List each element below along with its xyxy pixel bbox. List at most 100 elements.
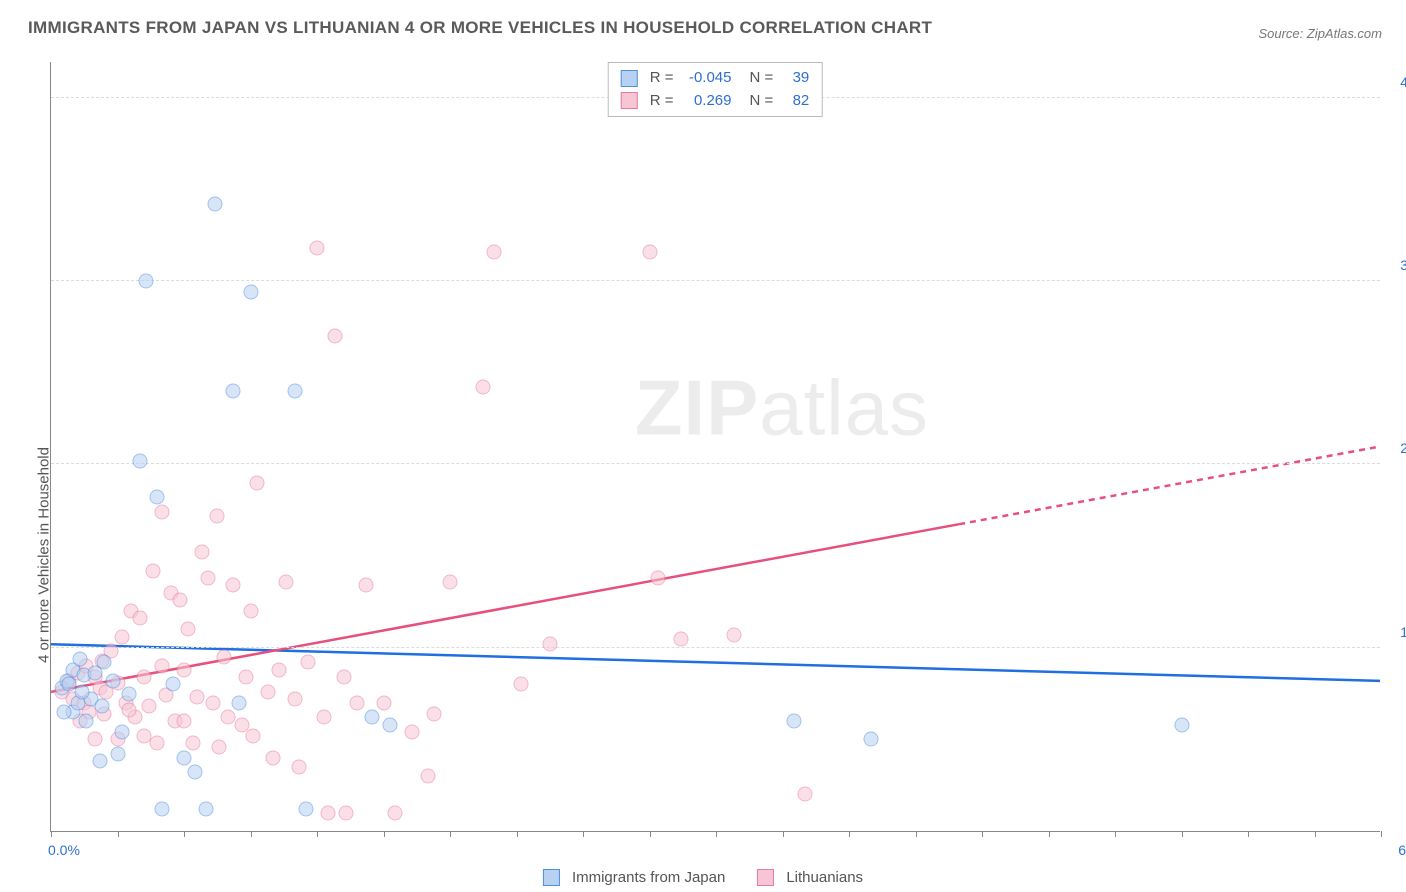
scatter-point bbox=[287, 692, 302, 707]
scatter-point bbox=[349, 695, 364, 710]
japan-N-value: 39 bbox=[781, 67, 809, 90]
scatter-point bbox=[212, 739, 227, 754]
chart-title: IMMIGRANTS FROM JAPAN VS LITHUANIAN 4 OR… bbox=[28, 18, 932, 38]
scatter-point bbox=[106, 673, 121, 688]
japan-R-value: -0.045 bbox=[682, 67, 732, 90]
scatter-point bbox=[513, 677, 528, 692]
scatter-point bbox=[177, 662, 192, 677]
scatter-point bbox=[673, 631, 688, 646]
plot-canvas: ZIPatlas 10.0%20.0%30.0%40.0% bbox=[50, 62, 1380, 832]
scatter-point bbox=[365, 710, 380, 725]
scatter-point bbox=[154, 802, 169, 817]
watermark: ZIPatlas bbox=[635, 363, 929, 454]
legend-lith: Lithuanians bbox=[757, 869, 863, 886]
scatter-point bbox=[57, 704, 72, 719]
scatter-point bbox=[651, 571, 666, 586]
scatter-point bbox=[298, 802, 313, 817]
y-tick-label: 40.0% bbox=[1386, 74, 1406, 90]
lith-N-value: 82 bbox=[781, 90, 809, 113]
legend-bottom: Immigrants from Japan Lithuanians bbox=[543, 869, 863, 886]
scatter-point bbox=[188, 765, 203, 780]
scatter-point bbox=[272, 662, 287, 677]
legend-japan: Immigrants from Japan bbox=[543, 869, 725, 886]
lith-R-value: 0.269 bbox=[682, 90, 732, 113]
scatter-point bbox=[110, 747, 125, 762]
chart-source: Source: ZipAtlas.com bbox=[1258, 26, 1382, 41]
scatter-point bbox=[243, 285, 258, 300]
scatter-point bbox=[141, 699, 156, 714]
scatter-point bbox=[145, 563, 160, 578]
scatter-point bbox=[139, 274, 154, 289]
scatter-point bbox=[383, 717, 398, 732]
scatter-point bbox=[243, 604, 258, 619]
scatter-point bbox=[185, 736, 200, 751]
plot-area: ZIPatlas 10.0%20.0%30.0%40.0% R = -0.045… bbox=[50, 62, 1380, 832]
scatter-point bbox=[265, 750, 280, 765]
trend-lines bbox=[51, 62, 1380, 831]
stats-legend-box: R = -0.045 N = 39 R = 0.269 N = 82 bbox=[608, 62, 823, 117]
scatter-point bbox=[137, 728, 152, 743]
scatter-point bbox=[97, 655, 112, 670]
scatter-point bbox=[797, 787, 812, 802]
scatter-point bbox=[234, 717, 249, 732]
scatter-point bbox=[177, 714, 192, 729]
x-label-right: 60.0% bbox=[1398, 842, 1406, 858]
scatter-point bbox=[376, 695, 391, 710]
scatter-point bbox=[726, 627, 741, 642]
scatter-point bbox=[321, 805, 336, 820]
y-tick-label: 30.0% bbox=[1386, 257, 1406, 273]
legend-swatch-japan bbox=[543, 869, 560, 886]
scatter-point bbox=[338, 805, 353, 820]
scatter-point bbox=[358, 578, 373, 593]
scatter-point bbox=[165, 677, 180, 692]
y-axis-label: 4 or more Vehicles in Household bbox=[36, 447, 53, 663]
scatter-point bbox=[72, 651, 87, 666]
legend-swatch-lith bbox=[757, 869, 774, 886]
scatter-point bbox=[79, 714, 94, 729]
scatter-point bbox=[405, 725, 420, 740]
scatter-point bbox=[190, 690, 205, 705]
x-label-left: 0.0% bbox=[48, 842, 80, 858]
scatter-point bbox=[154, 505, 169, 520]
scatter-point bbox=[786, 714, 801, 729]
legend-label-japan: Immigrants from Japan bbox=[572, 869, 725, 886]
scatter-point bbox=[542, 637, 557, 652]
scatter-point bbox=[205, 695, 220, 710]
stats-row-japan: R = -0.045 N = 39 bbox=[621, 67, 810, 90]
scatter-point bbox=[114, 629, 129, 644]
scatter-point bbox=[642, 244, 657, 259]
watermark-zip: ZIP bbox=[635, 364, 759, 452]
scatter-point bbox=[864, 732, 879, 747]
label-R: R = bbox=[650, 67, 674, 90]
swatch-lith bbox=[621, 92, 638, 109]
scatter-point bbox=[194, 545, 209, 560]
scatter-point bbox=[137, 670, 152, 685]
scatter-point bbox=[292, 759, 307, 774]
scatter-point bbox=[476, 380, 491, 395]
scatter-point bbox=[1174, 717, 1189, 732]
scatter-point bbox=[225, 578, 240, 593]
scatter-point bbox=[239, 670, 254, 685]
scatter-point bbox=[487, 244, 502, 259]
y-tick-label: 10.0% bbox=[1386, 624, 1406, 640]
scatter-point bbox=[201, 571, 216, 586]
scatter-point bbox=[172, 593, 187, 608]
y-tick-label: 20.0% bbox=[1386, 440, 1406, 456]
scatter-point bbox=[232, 695, 247, 710]
scatter-point bbox=[210, 508, 225, 523]
watermark-atlas: atlas bbox=[759, 364, 929, 452]
scatter-point bbox=[316, 710, 331, 725]
scatter-point bbox=[278, 574, 293, 589]
scatter-point bbox=[154, 659, 169, 674]
scatter-point bbox=[132, 611, 147, 626]
scatter-point bbox=[250, 475, 265, 490]
scatter-point bbox=[177, 750, 192, 765]
scatter-point bbox=[199, 802, 214, 817]
scatter-point bbox=[150, 490, 165, 505]
scatter-point bbox=[88, 732, 103, 747]
swatch-japan bbox=[621, 70, 638, 87]
stats-row-lith: R = 0.269 N = 82 bbox=[621, 90, 810, 113]
scatter-point bbox=[208, 197, 223, 212]
label-N2: N = bbox=[750, 90, 774, 113]
label-R2: R = bbox=[650, 90, 674, 113]
